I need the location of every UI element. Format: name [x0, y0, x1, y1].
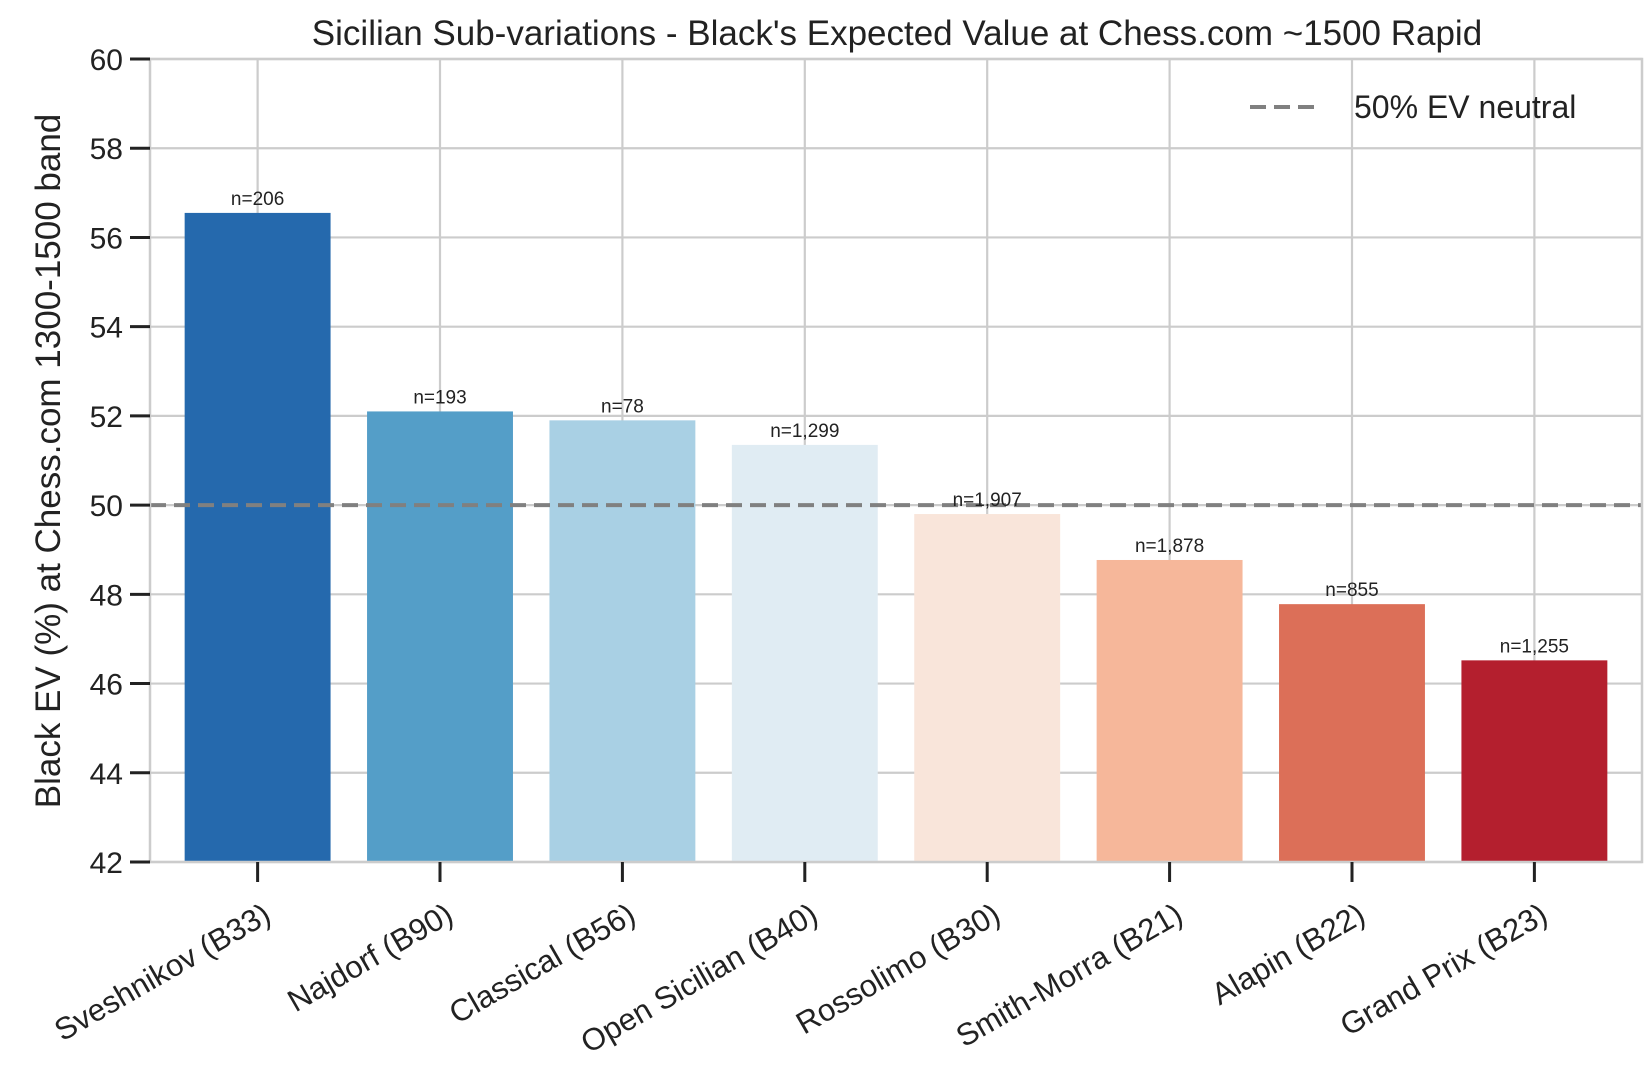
plot-frame: [148, 57, 1644, 864]
bar-count-label: n=1,907: [953, 490, 1022, 511]
bar-count-label: n=1,299: [770, 421, 839, 442]
y-tick-label: 50: [90, 490, 123, 523]
y-tick-label: 44: [90, 758, 123, 791]
bar: [184, 212, 331, 863]
legend: 50% EV neutral: [1250, 89, 1576, 125]
y-tick-label: 42: [90, 847, 123, 880]
bar-count-label: n=1,878: [1135, 536, 1204, 557]
bar: [914, 514, 1061, 862]
bar-count-label: n=206: [231, 189, 284, 210]
bar: [731, 444, 878, 862]
x-tick-label: Grand Prix (B23): [1334, 896, 1553, 1043]
y-tick-label: 48: [90, 579, 123, 612]
bar: [367, 411, 513, 862]
chart-title: Sicilian Sub-variations - Black's Expect…: [312, 14, 1482, 53]
bar-count-label: n=855: [1325, 580, 1378, 601]
x-tick-label: Alapin (B22): [1205, 896, 1370, 1012]
bar: [549, 420, 696, 862]
y-tick-label: 52: [90, 401, 123, 434]
y-tick-label: 46: [90, 669, 123, 702]
x-tick-label: Sveshnikov (B33): [48, 896, 276, 1048]
bar-count-label: n=78: [601, 396, 644, 417]
bars: [184, 212, 1608, 863]
y-axis-label: Black EV (%) at Chess.com 1300-1500 band: [29, 114, 68, 809]
y-tick-label: 60: [90, 44, 123, 77]
y-tick-label: 54: [90, 312, 123, 345]
x-tick-label: Najdorf (B90): [282, 896, 459, 1018]
bar-count-label: n=1,255: [1500, 636, 1569, 657]
y-tick-label: 56: [90, 222, 123, 255]
data-labels: n=206 n=193 n=78 n=1,299 n=1,907 n=1,878 n=855…: [231, 189, 1569, 657]
bar: [1279, 604, 1425, 862]
legend-entry-label: 50% EV neutral: [1354, 89, 1576, 125]
bar-count-label: n=193: [413, 387, 466, 408]
y-tick-label: 58: [90, 133, 123, 166]
bar: [1096, 559, 1243, 862]
bar: [1461, 660, 1608, 862]
